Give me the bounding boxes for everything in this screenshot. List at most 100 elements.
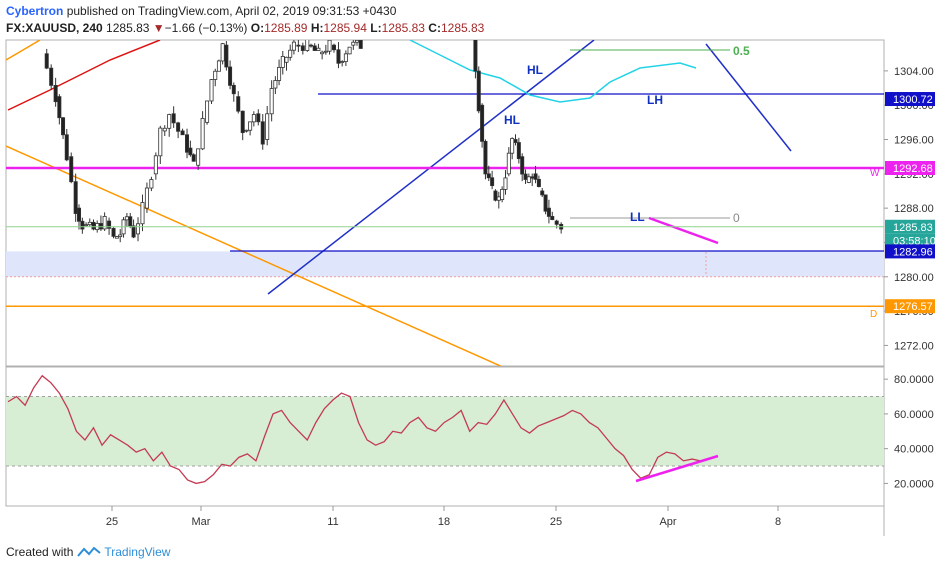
footer: Created with TradingView [6, 545, 170, 559]
candle-body [144, 187, 149, 209]
rsi-tick-label: 40.0000 [894, 444, 934, 456]
candle-body [336, 49, 341, 64]
candle-body [240, 110, 245, 134]
candle-body [536, 178, 541, 188]
candle-body [188, 147, 193, 156]
candle-body [493, 190, 498, 201]
candle-body [526, 176, 531, 183]
candle-body [98, 223, 103, 230]
candle-body [320, 51, 325, 55]
price-tags: 1300.721292.681285.8303:58:101282.961276… [885, 92, 936, 314]
candle-body [296, 44, 301, 47]
price-tick-label: 1280.00 [894, 272, 934, 284]
footer-brand[interactable]: TradingView [104, 545, 171, 559]
candle-body [205, 100, 210, 123]
candle-body [277, 67, 282, 81]
price-tick-label: 1296.00 [894, 135, 934, 147]
price-tag [885, 233, 935, 248]
candle-body [216, 60, 221, 72]
candle-body [228, 66, 233, 86]
channel-line [705, 43, 792, 152]
candle-body [149, 179, 154, 189]
candle-body [358, 40, 363, 49]
candle-body [533, 173, 538, 180]
upper-orange-line [6, 40, 41, 61]
fib-label-05: 0.5 [733, 44, 750, 58]
high-label: H: [310, 21, 324, 35]
candle-body [523, 173, 528, 180]
candle-body [343, 53, 348, 62]
low-label: L: [370, 21, 382, 35]
price-tag-label: 1282.96 [893, 246, 933, 258]
price-tag [885, 244, 935, 259]
footer-text: Created with [6, 545, 74, 559]
price-tag [885, 160, 935, 175]
candle-body [87, 221, 92, 226]
candle-body [180, 130, 185, 136]
candle-body [269, 88, 274, 115]
candle-body [273, 80, 278, 89]
price-tick-label: 1288.00 [894, 203, 934, 215]
candle-body [244, 129, 249, 132]
candle-body [111, 227, 116, 237]
time-tick-label: 25 [106, 516, 118, 528]
candle-body [476, 70, 481, 112]
candle-body [131, 225, 136, 238]
price-tag-label: 1300.72 [893, 94, 933, 106]
candle-body [64, 134, 69, 161]
candle-body [516, 142, 521, 160]
candle-body [513, 139, 518, 143]
candle-body [176, 122, 181, 132]
symbol-ohlc-line: FX:XAUUSD, 240 1285.83 ▼−1.66 (−0.13%) O… [6, 21, 484, 35]
rsi-tick-label: 60.0000 [894, 409, 934, 421]
annotation-hl-2: HL [504, 113, 520, 127]
candle-body [486, 173, 491, 179]
price-tag [885, 92, 935, 107]
price-pane-frame [5, 39, 885, 367]
candle-body [260, 121, 265, 145]
tradingview-logo-icon [77, 546, 102, 557]
candle-body [124, 216, 129, 221]
candle-body [69, 156, 74, 183]
candle-body [480, 104, 485, 142]
open-value: 1285.89 [264, 21, 308, 35]
price-tag [885, 219, 935, 234]
high-value: 1285.94 [323, 21, 367, 35]
price-tag-label: 1276.57 [893, 301, 933, 313]
candle-body [153, 155, 158, 175]
candle-body [77, 207, 82, 222]
candle-body [347, 46, 352, 55]
rsi-tick-label: 80.0000 [894, 374, 934, 386]
candle-body [80, 220, 85, 230]
time-tick-label: 18 [438, 516, 450, 528]
candle-body [61, 117, 66, 136]
candle-body [500, 188, 505, 200]
rsi-pane[interactable] [6, 374, 884, 485]
rsi-tick-label: 20.0000 [894, 478, 934, 490]
candle-body [114, 236, 119, 239]
last-price: 1285.83 [106, 21, 150, 35]
candle-body [284, 56, 289, 63]
candle-body [248, 121, 253, 131]
candle-body [136, 223, 141, 235]
label-d: D [870, 309, 877, 320]
candle-body [265, 113, 270, 140]
candle-body [73, 181, 78, 214]
candle-body [327, 40, 332, 52]
candle-body [196, 148, 201, 166]
price-tag-label: 1292.68 [893, 163, 933, 175]
candle-body [162, 127, 167, 132]
candle-body [209, 79, 214, 102]
time-axis[interactable]: 25 Mar 11 18 25 Apr 8 [106, 506, 781, 528]
candle-body [530, 176, 535, 179]
price-pane[interactable]: HL HL LH LL 0.5 0 W D [6, 22, 884, 368]
candle-body [200, 117, 205, 150]
candle-body [107, 220, 112, 229]
change-down-icon: ▼ [152, 21, 165, 35]
author-name[interactable]: Cybertron [6, 4, 64, 18]
candle-body [251, 114, 256, 123]
candle-body [305, 40, 310, 51]
rsi-axis[interactable]: 20.0000 40.0000 60.0000 80.0000 [884, 374, 934, 490]
price-tag-label: 1285.83 [893, 222, 933, 234]
